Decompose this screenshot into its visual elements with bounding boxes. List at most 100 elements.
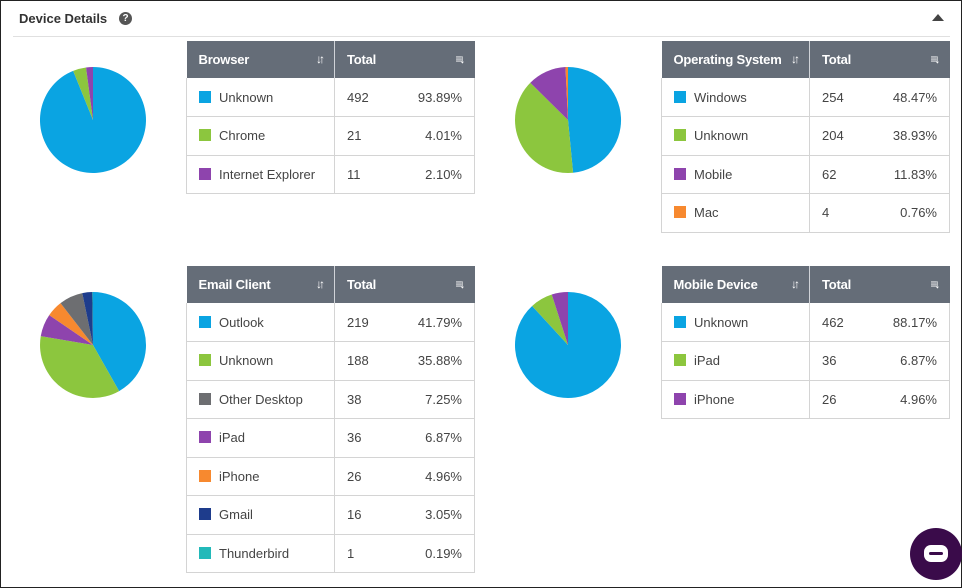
- row-label: Unknown: [219, 89, 274, 105]
- table-row: Mobile 62 11.83%: [661, 155, 950, 194]
- table-row: iPad 36 6.87%: [186, 418, 475, 458]
- mobile-device-table: Mobile Device ↓↑ Total ≡↓ Unknown 462 88.1…: [661, 266, 950, 419]
- column-header-browser[interactable]: Browser ↓↑: [186, 41, 335, 78]
- row-total: 462: [809, 303, 870, 342]
- chat-icon: [924, 545, 948, 562]
- row-total: 36: [334, 418, 395, 458]
- row-total: 38: [334, 380, 395, 419]
- column-header-label: Browser: [198, 52, 250, 67]
- column-header-total[interactable]: Total ≡↓: [809, 266, 950, 303]
- caret-up-icon[interactable]: [932, 14, 944, 21]
- pie-slice-mac[interactable]: [565, 67, 568, 120]
- row-total: 11: [334, 155, 395, 194]
- pie-slice-iphone[interactable]: [551, 292, 568, 345]
- legend-swatch: [674, 167, 686, 180]
- column-menu-icon[interactable]: ≡↓: [930, 277, 940, 291]
- pie-slice-other-desktop[interactable]: [60, 293, 93, 345]
- row-label-cell: Windows: [661, 78, 810, 117]
- pie-slice-unknown[interactable]: [39, 67, 146, 173]
- page-title: Device Details: [19, 11, 108, 26]
- pie-slice-ipad[interactable]: [40, 315, 93, 345]
- row-label: Gmail: [219, 507, 253, 523]
- email-client-table: Email Client ↓↑ Total ≡↓ Outlook 219 41.79…: [186, 266, 475, 573]
- browser-table: Browser ↓↑ Total ≡↓ Unknown 492 93.89% Chro…: [186, 41, 475, 194]
- pie-slice-internet-explorer[interactable]: [86, 67, 93, 120]
- column-menu-icon[interactable]: ≡↓: [930, 52, 940, 66]
- row-percentage: 6.87%: [394, 418, 475, 458]
- pie-slice-unknown[interactable]: [40, 336, 120, 398]
- sort-arrows-icon[interactable]: ↓↑: [791, 277, 800, 291]
- legend-swatch: [674, 354, 686, 367]
- table-row: Windows 254 48.47%: [661, 78, 950, 117]
- column-header-operating-system[interactable]: Operating System ↓↑: [661, 41, 810, 78]
- sort-arrows-icon[interactable]: ↓↑: [316, 52, 325, 66]
- column-header-label: Total: [822, 277, 852, 292]
- row-label-cell: Chrome: [186, 116, 335, 156]
- row-percentage: 0.19%: [394, 534, 475, 573]
- pie-slice-unknown[interactable]: [514, 292, 621, 398]
- row-total: 254: [809, 78, 870, 117]
- row-label-cell: iPhone: [661, 380, 810, 419]
- row-total: 219: [334, 303, 395, 342]
- row-label-cell: Gmail: [186, 495, 335, 535]
- pie-slice-iphone[interactable]: [49, 303, 93, 345]
- row-label: Outlook: [219, 314, 264, 330]
- row-label-cell: Outlook: [186, 303, 335, 342]
- row-percentage: 48.47%: [869, 78, 950, 117]
- row-total: 21: [334, 116, 395, 156]
- help-icon[interactable]: ?: [119, 12, 132, 25]
- pie-slice-ipad[interactable]: [532, 294, 568, 345]
- pie-slice-outlook[interactable]: [93, 292, 146, 392]
- row-percentage: 35.88%: [394, 341, 475, 381]
- row-total: 188: [334, 341, 395, 381]
- row-label-cell: iPad: [661, 341, 810, 381]
- table-row: Unknown 188 35.88%: [186, 341, 475, 381]
- column-header-mobile-device[interactable]: Mobile Device ↓↑: [661, 266, 810, 303]
- pie-slice-chrome[interactable]: [73, 67, 93, 120]
- row-label-cell: Mobile: [661, 155, 810, 194]
- table-row: Unknown 462 88.17%: [661, 303, 950, 342]
- row-percentage: 11.83%: [869, 155, 950, 194]
- column-menu-icon[interactable]: ≡↓: [455, 277, 465, 291]
- table-row: Outlook 219 41.79%: [186, 303, 475, 342]
- row-label-cell: iPhone: [186, 457, 335, 496]
- row-total: 26: [334, 457, 395, 496]
- sort-arrows-icon[interactable]: ↓↑: [791, 52, 800, 66]
- pie-slice-mobile[interactable]: [530, 67, 568, 120]
- column-header-total[interactable]: Total ≡↓: [809, 41, 950, 78]
- sort-arrows-icon[interactable]: ↓↑: [316, 277, 325, 291]
- row-percentage: 3.05%: [394, 495, 475, 535]
- row-total: 26: [809, 380, 870, 419]
- row-label-cell: Unknown: [186, 78, 335, 117]
- table-row: iPhone 26 4.96%: [661, 380, 950, 419]
- row-total: 16: [334, 495, 395, 535]
- row-total: 204: [809, 116, 870, 156]
- pie-slice-windows[interactable]: [568, 66, 622, 173]
- row-label-cell: Unknown: [186, 341, 335, 381]
- row-label: iPad: [694, 353, 721, 369]
- column-header-total[interactable]: Total ≡↓: [334, 266, 475, 303]
- table-row: iPhone 26 4.96%: [186, 457, 475, 496]
- column-header-label: Total: [347, 277, 377, 292]
- pie-slice-unknown[interactable]: [514, 82, 574, 174]
- row-total: 1: [334, 534, 395, 573]
- table-row: Unknown 204 38.93%: [661, 116, 950, 156]
- panel-header[interactable]: Device Details ?: [13, 0, 950, 37]
- row-percentage: 6.87%: [869, 341, 950, 381]
- row-total: 36: [809, 341, 870, 381]
- row-percentage: 38.93%: [869, 116, 950, 156]
- email-client-pie-chart: [40, 291, 146, 398]
- chat-button[interactable]: [910, 528, 962, 580]
- column-header-email-client[interactable]: Email Client ↓↑: [186, 266, 335, 303]
- table-row: Thunderbird 1 0.19%: [186, 534, 475, 573]
- row-percentage: 41.79%: [394, 303, 475, 342]
- row-label: Unknown: [694, 314, 749, 330]
- column-header-total[interactable]: Total ≡↓: [334, 41, 475, 78]
- column-menu-icon[interactable]: ≡↓: [455, 52, 465, 66]
- pie-slice-gmail[interactable]: [82, 292, 93, 345]
- legend-swatch: [199, 90, 211, 103]
- column-header-label: Total: [822, 52, 852, 67]
- row-total: 4: [809, 193, 870, 233]
- legend-swatch: [674, 129, 686, 142]
- row-label: iPhone: [694, 391, 735, 407]
